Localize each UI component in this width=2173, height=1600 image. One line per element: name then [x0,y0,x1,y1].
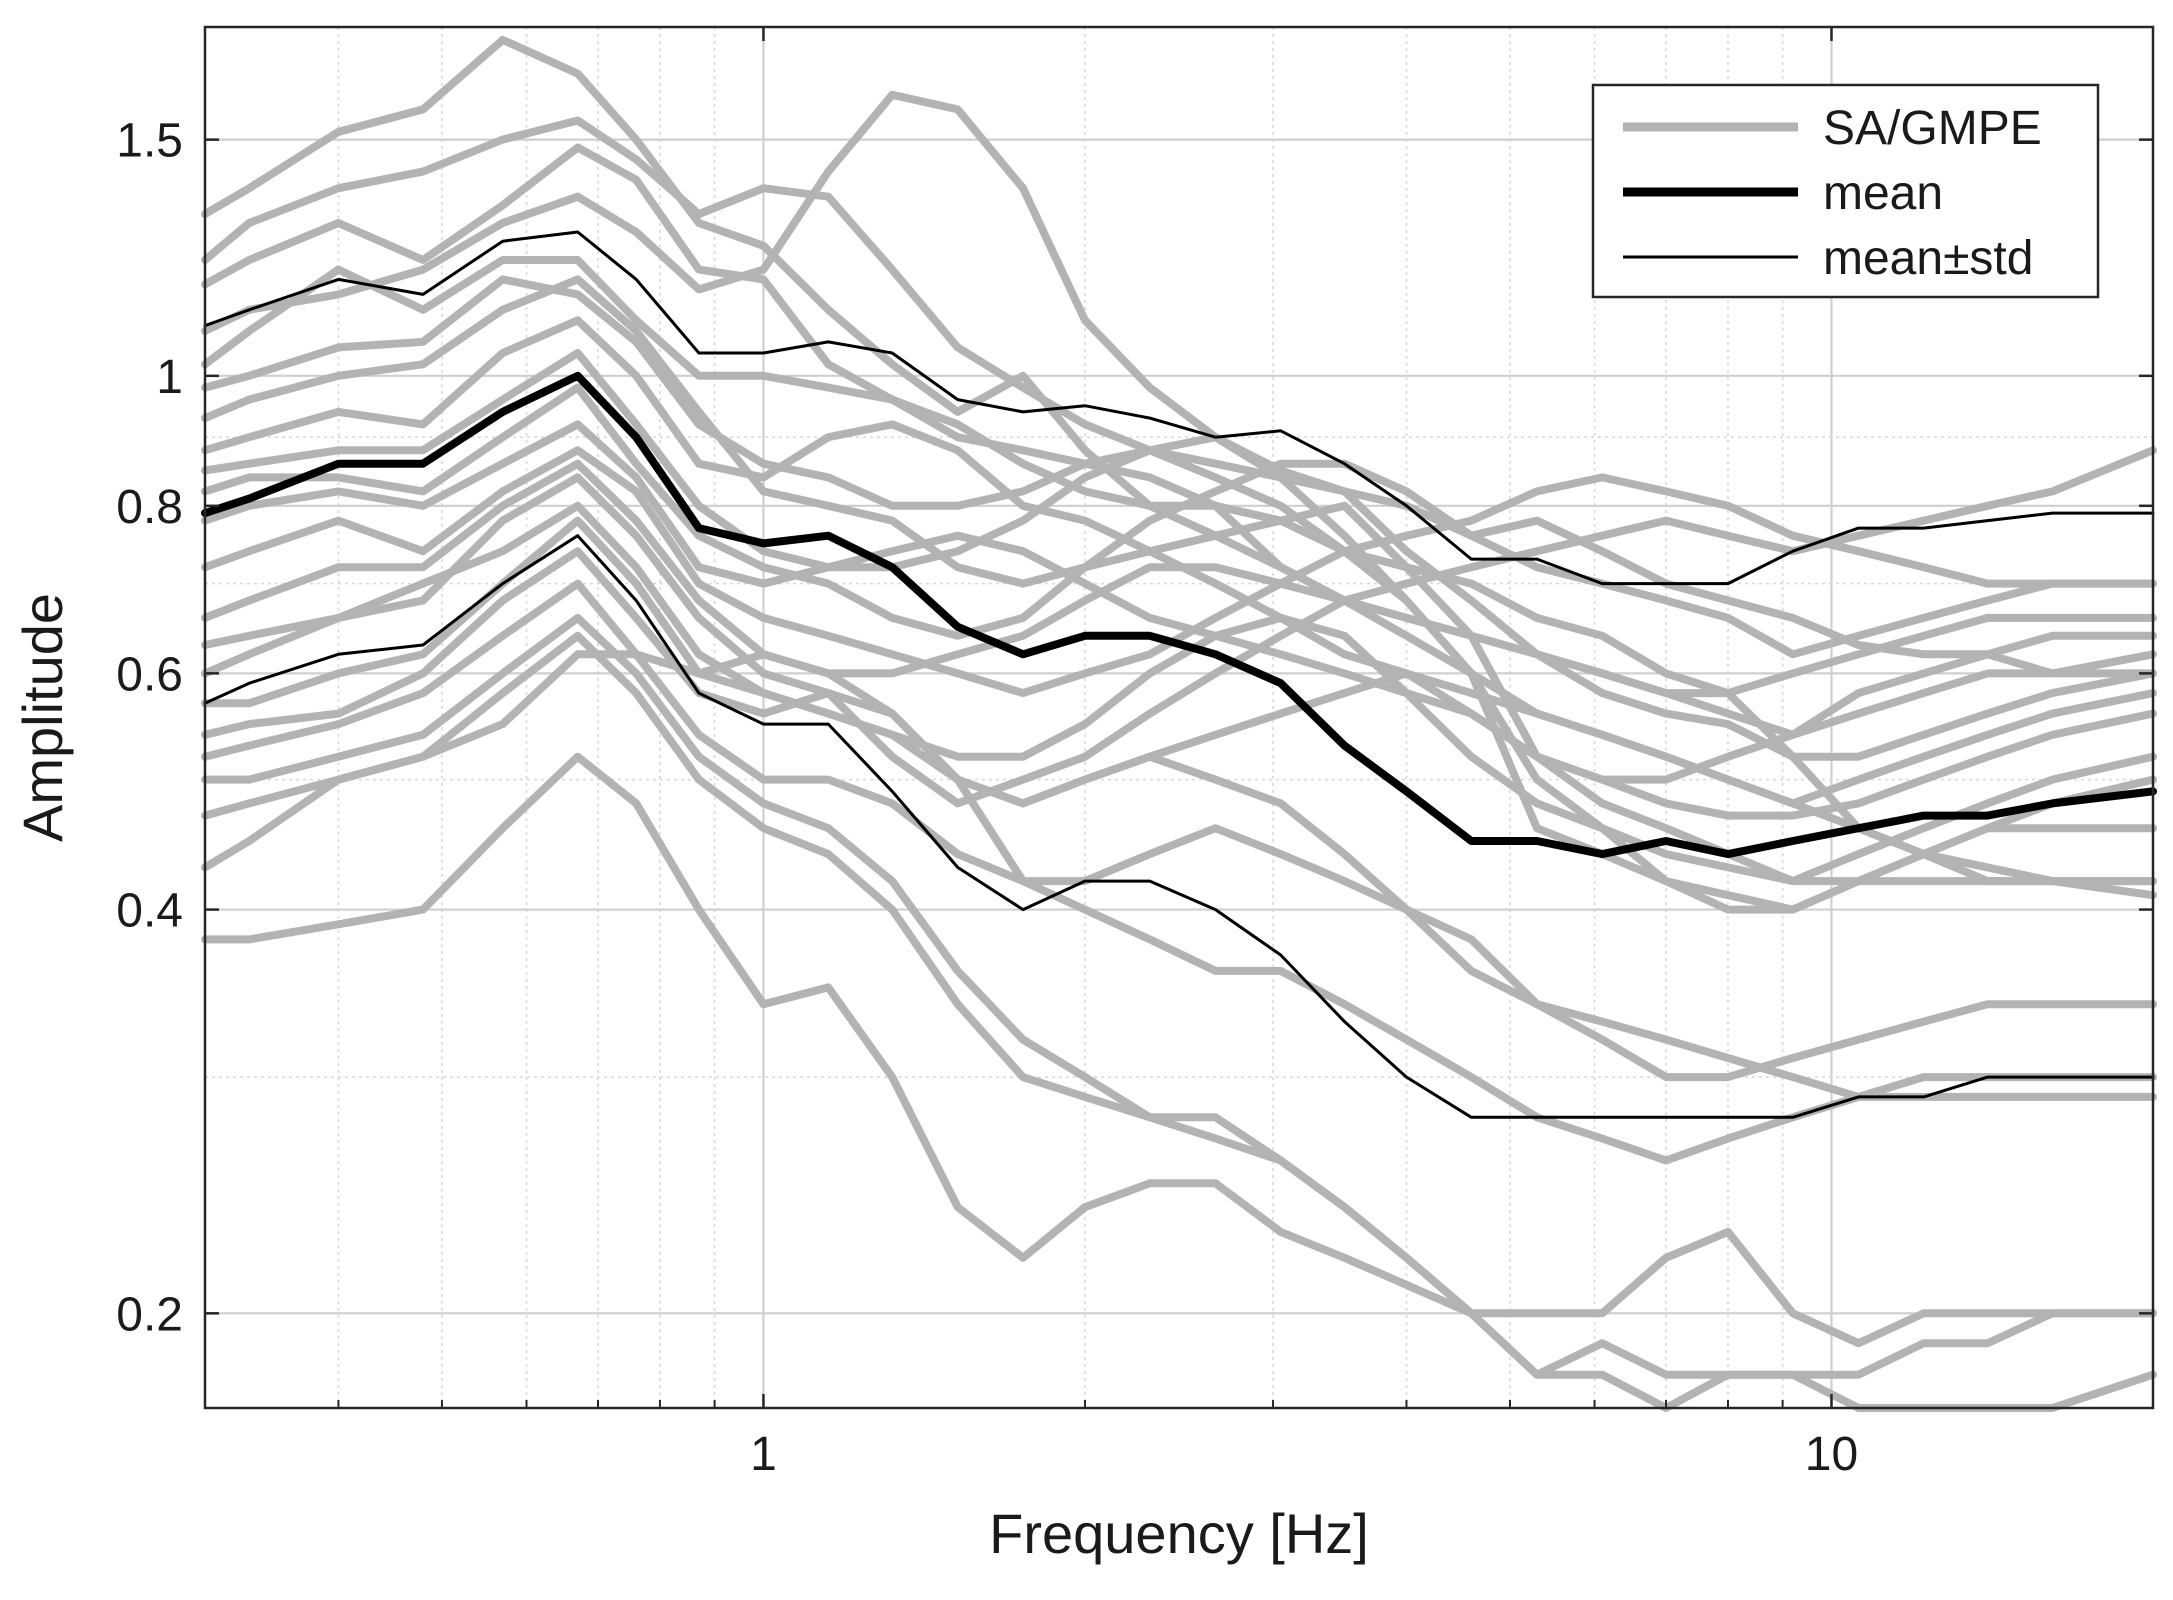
y-tick-label: 0.6 [116,648,183,701]
series-layer [201,35,2157,1412]
sa-gmpe-series-line [201,383,2157,659]
mean-series-line [201,371,2157,859]
y-tick-label: 0.8 [116,481,183,534]
sa-gmpe-series-line [201,631,2157,1412]
sa-gmpe-series-line [201,116,2157,678]
y-axis-label: Amplitude [11,593,74,842]
y-tick-label: 0.4 [116,885,183,938]
sa-gmpe-series-line [201,459,2157,698]
sa-gmpe-series-line [201,143,2157,886]
mean-minus-std-line [203,534,2155,1119]
sa-gmpe-series-line [201,256,2157,808]
x-tick-label: 10 [1805,1428,1858,1481]
legend-label: mean±std [1823,232,2033,285]
sa-gmpe-series-line [201,516,2157,886]
legend: SA/GMPE mean mean±std [1591,83,2100,299]
y-tick-label: 0.2 [116,1288,183,1341]
sa-gmpe-series-line [201,420,2157,784]
x-tick-label: 1 [750,1428,777,1481]
grid-layer [204,27,2153,1408]
tick-layer: 1 10 0.2 0.4 0.6 0.8 1 1.5 [116,27,2153,1481]
x-axis-label: Frequency [Hz] [989,1502,1369,1565]
sa-gmpe-series-line [201,446,2157,698]
y-tick-label: 1 [156,351,183,404]
sa-gmpe-series-line [201,275,2157,886]
plot-frame [203,25,2155,1410]
sa-gmpe-series-line [201,650,2157,1101]
legend-label: mean [1823,167,1943,220]
sa-gmpe-series-line [201,90,2157,914]
sa-gmpe-series-line [201,501,2157,820]
legend-label: SA/GMPE [1823,102,2042,155]
mean-plus-std-line [203,230,2155,586]
y-tick-label: 1.5 [116,115,183,168]
sa-gmpe-series-line [201,579,2157,1082]
sa-gmpe-series-line [201,613,2157,1412]
sa-gmpe-series-line [201,752,2157,1348]
